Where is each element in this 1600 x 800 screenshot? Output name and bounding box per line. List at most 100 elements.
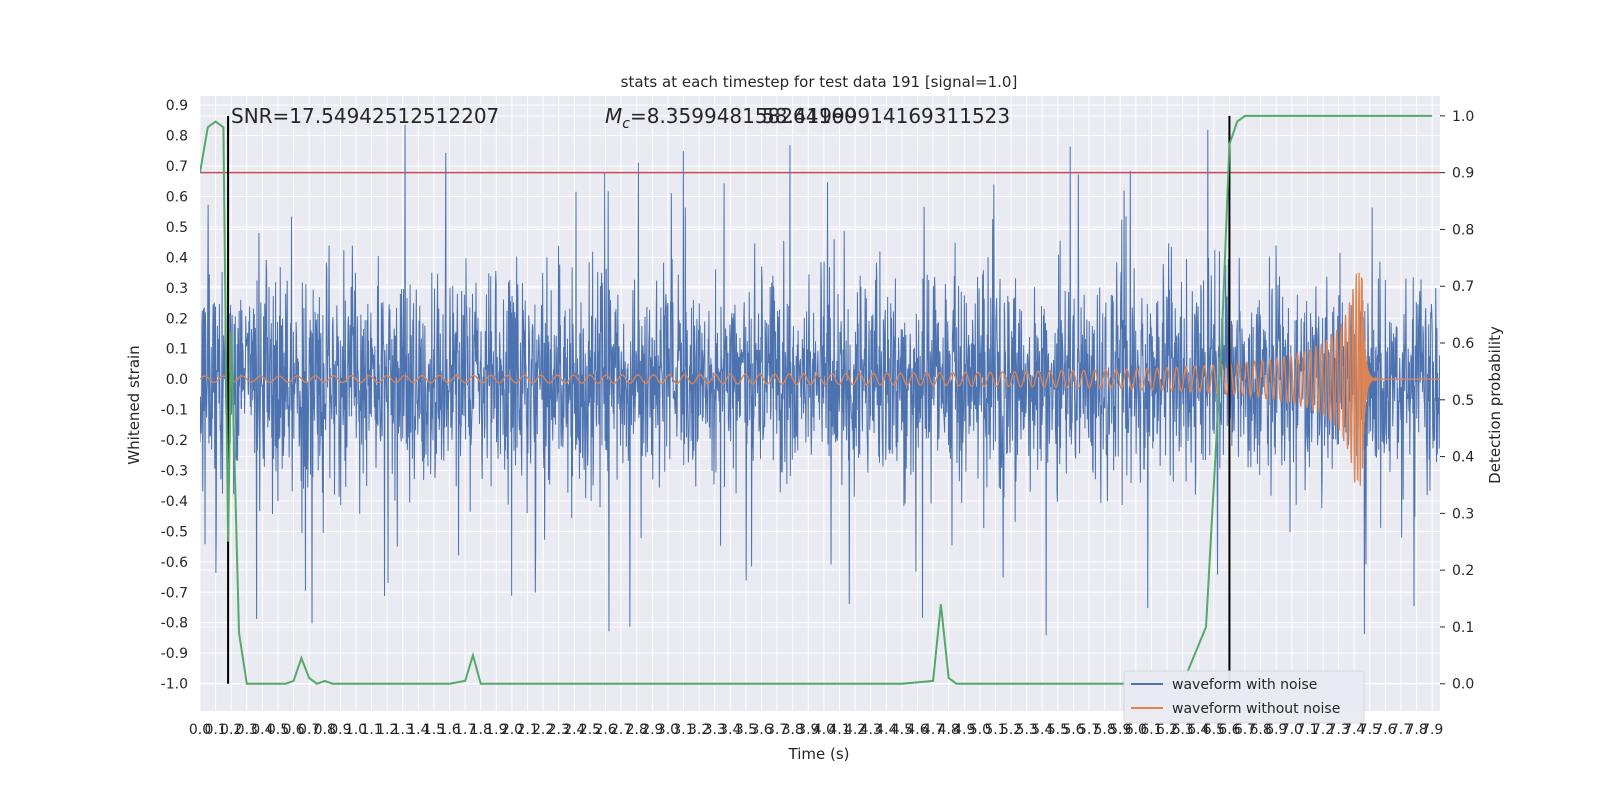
- x-tick-label: 5.6: [1062, 722, 1084, 738]
- x-tick-label: 1.8: [470, 722, 492, 738]
- y-tick-label: 0.2: [166, 311, 188, 327]
- x-tick-label: 1.9: [485, 722, 507, 738]
- x-tick-label: 3.7: [766, 722, 788, 738]
- x-tick-label: 5.7: [1078, 722, 1100, 738]
- snr-annotation: SNR=17.54942512512207: [231, 104, 499, 128]
- x-tick-label: 3.4: [719, 722, 741, 738]
- x-tick-label: 2.9: [641, 722, 663, 738]
- x-tick-label: 6.1: [1140, 722, 1162, 738]
- x-tick-label: 5.8: [1094, 722, 1116, 738]
- x-tick-label: 1.1: [360, 722, 382, 738]
- series-detection-probability: [200, 114, 1433, 685]
- y-tick-label: 0.6: [166, 189, 188, 205]
- legend-box: [1123, 670, 1365, 724]
- legend: waveform with noise waveform without noi…: [1123, 670, 1365, 724]
- x-tick-label: 6.8: [1249, 722, 1271, 738]
- x-tick-label: 2.6: [594, 722, 616, 738]
- y2-tick-label: 0.3: [1452, 506, 1474, 522]
- x-tick-label: 3.8: [782, 722, 804, 738]
- x-tick-label: 5.5: [1047, 722, 1069, 738]
- x-tick-label: 0.8: [314, 722, 336, 738]
- chirp-line: [200, 272, 1440, 486]
- x-tick-label: 6.0: [1125, 722, 1147, 738]
- x-tick-label: 4.9: [953, 722, 975, 738]
- x-tick-label: 2.4: [563, 722, 585, 738]
- x-tick-label: 5.2: [1000, 722, 1022, 738]
- mc-symbol: M: [605, 104, 622, 128]
- mc-overlap-annotation: 58.41999914169311523: [762, 104, 1010, 128]
- y-tick-labels: 0.9 0.8 0.7 0.6 0.5 0.4 0.3 0.2 0.1 0.0 -0.1 -0.2 -0…: [161, 98, 188, 692]
- x-tick-label: 7.7: [1390, 722, 1412, 738]
- x-tick-label: 0.0: [189, 722, 211, 738]
- y2-tick-label: 0.2: [1452, 563, 1474, 579]
- x-tick-label: 2.5: [579, 722, 601, 738]
- y-tick-label: 0.1: [166, 342, 188, 358]
- y-tick-label: 0.0: [166, 372, 188, 388]
- x-tick-label: 3.1: [672, 722, 694, 738]
- x-tick-label: 6.5: [1203, 722, 1225, 738]
- x-tick-label: 5.4: [1031, 722, 1053, 738]
- legend-label-clean: waveform without noise: [1172, 701, 1340, 717]
- x-tick-label: 3.2: [688, 722, 710, 738]
- x-tick-labels: 0.00.10.20.30.40.50.60.70.80.91.01.11.21…: [189, 722, 1443, 738]
- y2-tick-label: 0.9: [1452, 166, 1474, 182]
- mc-subscript: c: [622, 116, 630, 132]
- x-tick-label: 2.7: [610, 722, 632, 738]
- y-tick-label: 0.8: [166, 129, 188, 145]
- x-tick-label: 4.8: [938, 722, 960, 738]
- y-tick-label: -0.5: [161, 524, 188, 540]
- x-tick-label: 7.0: [1281, 722, 1303, 738]
- x-tick-label: 0.7: [298, 722, 320, 738]
- x-tick-label: 7.4: [1343, 722, 1365, 738]
- x-tick-label: 5.3: [1016, 722, 1038, 738]
- x-tick-label: 5.1: [984, 722, 1006, 738]
- x-tick-label: 4.0: [813, 722, 835, 738]
- y-tick-label: -1.0: [161, 677, 188, 693]
- x-tick-label: 2.2: [532, 722, 554, 738]
- x-tick-label: 7.6: [1374, 722, 1396, 738]
- y2-tick-label: 0.1: [1452, 620, 1474, 636]
- x-tick-label: 1.4: [407, 722, 429, 738]
- x-tick-label: 1.2: [376, 722, 398, 738]
- x-tick-label: 2.0: [501, 722, 523, 738]
- y-tick-label: -0.6: [161, 555, 188, 571]
- y-tick-label: -0.1: [161, 403, 188, 419]
- x-tick-label: 6.7: [1234, 722, 1256, 738]
- x-tick-label: 3.0: [657, 722, 679, 738]
- x-tick-label: 4.5: [891, 722, 913, 738]
- x-tick-label: 1.0: [345, 722, 367, 738]
- x-tick-label: 4.1: [828, 722, 850, 738]
- y-tick-label: 0.4: [166, 250, 188, 266]
- x-axis-label: Time (s): [788, 745, 850, 763]
- y-tick-label: -0.2: [161, 433, 188, 449]
- x-tick-label: 6.9: [1265, 722, 1287, 738]
- x-tick-label: 0.1: [204, 722, 226, 738]
- y-tick-label: 0.9: [166, 98, 188, 114]
- x-tick-label: 0.4: [251, 722, 273, 738]
- y2-tick-label: 0.7: [1452, 279, 1474, 295]
- x-tick-label: 3.3: [704, 722, 726, 738]
- x-tick-label: 3.9: [797, 722, 819, 738]
- x-tick-label: 7.8: [1405, 722, 1427, 738]
- x-tick-label: 7.3: [1327, 722, 1349, 738]
- x-tick-label: 4.4: [875, 722, 897, 738]
- y-tick-label: 0.7: [166, 159, 188, 175]
- x-tick-label: 1.3: [392, 722, 414, 738]
- x-tick-label: 4.6: [906, 722, 928, 738]
- y-axis-label: Whitened strain: [125, 345, 143, 464]
- y-tick-label: 0.3: [166, 281, 188, 297]
- x-tick-label: 4.2: [844, 722, 866, 738]
- chart-title: stats at each timestep for test data 191…: [621, 73, 1018, 91]
- x-tick-label: 1.5: [423, 722, 445, 738]
- x-tick-label: 0.2: [220, 722, 242, 738]
- x-tick-label: 3.5: [735, 722, 757, 738]
- x-tick-label: 0.5: [267, 722, 289, 738]
- y2-tick-label: 0.4: [1452, 450, 1474, 466]
- y-tick-label: -0.8: [161, 616, 188, 632]
- series-waveform-with-noise: [200, 124, 1440, 636]
- x-tick-label: 7.1: [1296, 722, 1318, 738]
- x-tick-label: 6.3: [1172, 722, 1194, 738]
- y-tick-label: -0.4: [161, 494, 188, 510]
- x-tick-label: 0.9: [329, 722, 351, 738]
